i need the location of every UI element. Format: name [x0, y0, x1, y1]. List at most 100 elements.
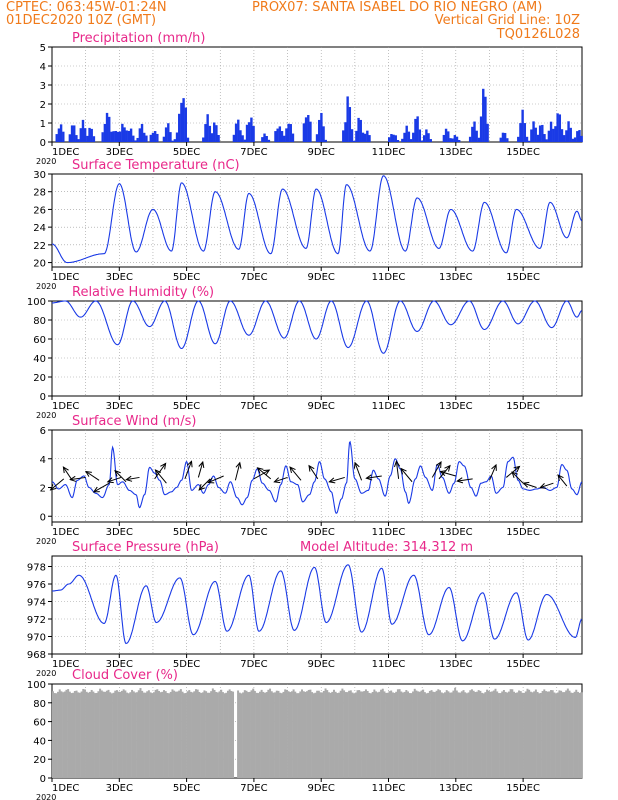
cloud-bar	[154, 689, 157, 778]
cloud-bar	[218, 691, 221, 778]
cloud-bar	[442, 693, 445, 778]
cloud-bar	[422, 689, 425, 778]
cloud-bar	[344, 692, 347, 778]
cloud-bar	[85, 691, 88, 778]
cloud-bar	[164, 691, 167, 778]
cloud-bar	[289, 692, 292, 778]
precip-bar	[543, 134, 546, 142]
precip-bar	[202, 137, 205, 142]
precip-bar	[361, 132, 365, 142]
cloud-bar	[560, 690, 563, 778]
cloud-bar	[578, 692, 581, 778]
cloud-bar	[248, 691, 251, 778]
cloud-bar	[314, 692, 317, 778]
precip-bar	[479, 116, 483, 142]
cloud-xtick-label: 11DEC	[372, 783, 406, 794]
cloud-bar	[107, 689, 110, 778]
cloud-ytick-label: 20	[33, 755, 46, 766]
cloud-bar	[312, 693, 315, 778]
pres-frame	[51, 555, 583, 655]
wind-vector	[274, 476, 288, 483]
precip-bar	[346, 96, 349, 142]
cloud-bar	[338, 692, 341, 778]
precip-bar	[556, 113, 559, 142]
cloud-bar	[499, 693, 502, 778]
cloud-bar	[213, 689, 216, 778]
cloud-bar	[117, 691, 120, 778]
cloud-bar	[115, 690, 118, 778]
wind-vector-head	[207, 477, 215, 484]
temp-xtick-label: 5DEC	[173, 272, 200, 283]
cloud-bar	[272, 692, 275, 778]
precip-bar	[245, 124, 249, 142]
wind-vector-head	[198, 460, 205, 469]
precip-bar	[578, 130, 581, 142]
wind-vector	[557, 474, 568, 487]
wind-xtick-label: 3DEC	[106, 527, 133, 538]
precip-bar	[68, 134, 72, 142]
temp-xtick-label: 11DEC	[372, 272, 406, 283]
pres-ytick-label: 974	[27, 598, 46, 609]
pres-ytick-label: 972	[27, 615, 46, 626]
precip-bar	[418, 129, 422, 142]
cloud-bar	[203, 690, 206, 778]
cloud-bar	[501, 691, 504, 778]
pres-xtick-label: 7DEC	[240, 659, 267, 670]
pres-ytick-label: 970	[27, 633, 46, 644]
cloud-bar	[327, 692, 330, 778]
precip-bar	[138, 128, 142, 142]
cloud-bar	[306, 691, 309, 778]
precip-ytick-label: 1	[40, 119, 46, 130]
cloud-bar	[220, 689, 223, 778]
precip-bar	[307, 115, 310, 142]
precip-bar	[213, 122, 216, 142]
cloud-bar	[513, 691, 515, 778]
wind-vector-head	[456, 477, 464, 484]
precip-bar	[88, 127, 91, 142]
rh-xtick-label: 1DEC	[52, 401, 79, 412]
precip-bar	[405, 125, 408, 142]
cloud-bar	[82, 688, 85, 778]
cloud-bar	[479, 690, 482, 778]
precip-bar	[468, 136, 472, 142]
precip-bar	[484, 96, 487, 142]
cloud-bar	[232, 691, 235, 778]
cloud-bar	[68, 691, 71, 778]
cloud-xtick-label: 15DEC	[506, 783, 540, 794]
precip-bar	[237, 119, 240, 142]
precip-bar	[457, 140, 461, 142]
cloud-bar	[302, 691, 305, 778]
precip-bar	[57, 128, 61, 142]
precip-bar	[569, 127, 572, 142]
cloud-bar	[371, 691, 374, 778]
cloud-bar	[73, 691, 76, 778]
cloud-bar	[75, 690, 78, 778]
cloud-bar	[80, 691, 83, 778]
cloud-bar	[183, 693, 186, 778]
rh-ytick-label: 80	[33, 316, 46, 327]
cloud-bar	[124, 690, 127, 778]
cloud-bar	[196, 689, 199, 778]
cloud-bar	[163, 690, 166, 778]
precip-bar	[178, 113, 181, 142]
precip-title: Precipitation (mm/h)	[72, 31, 205, 46]
wind-vector-head	[439, 470, 447, 476]
cloud-bar	[151, 693, 154, 778]
precip-bar	[127, 130, 131, 142]
temp-xtick-label: 1DEC	[52, 272, 79, 283]
precip-bar	[363, 133, 367, 142]
cloud-bar	[529, 691, 532, 778]
precip-bar	[357, 117, 360, 142]
cloud-bar	[507, 691, 510, 778]
cloud-bar	[309, 689, 312, 778]
cloud-bar	[380, 689, 383, 778]
cloud-bar	[178, 690, 181, 778]
rh-ytick-label: 20	[33, 373, 46, 384]
cloud-bar	[398, 689, 401, 778]
cloud-bar	[78, 692, 81, 778]
temp-year-label: 2020	[36, 282, 56, 291]
precip-bar	[342, 130, 345, 142]
precip-bar	[210, 133, 214, 142]
precip-bar	[355, 130, 358, 142]
cloud-bar	[543, 689, 546, 778]
